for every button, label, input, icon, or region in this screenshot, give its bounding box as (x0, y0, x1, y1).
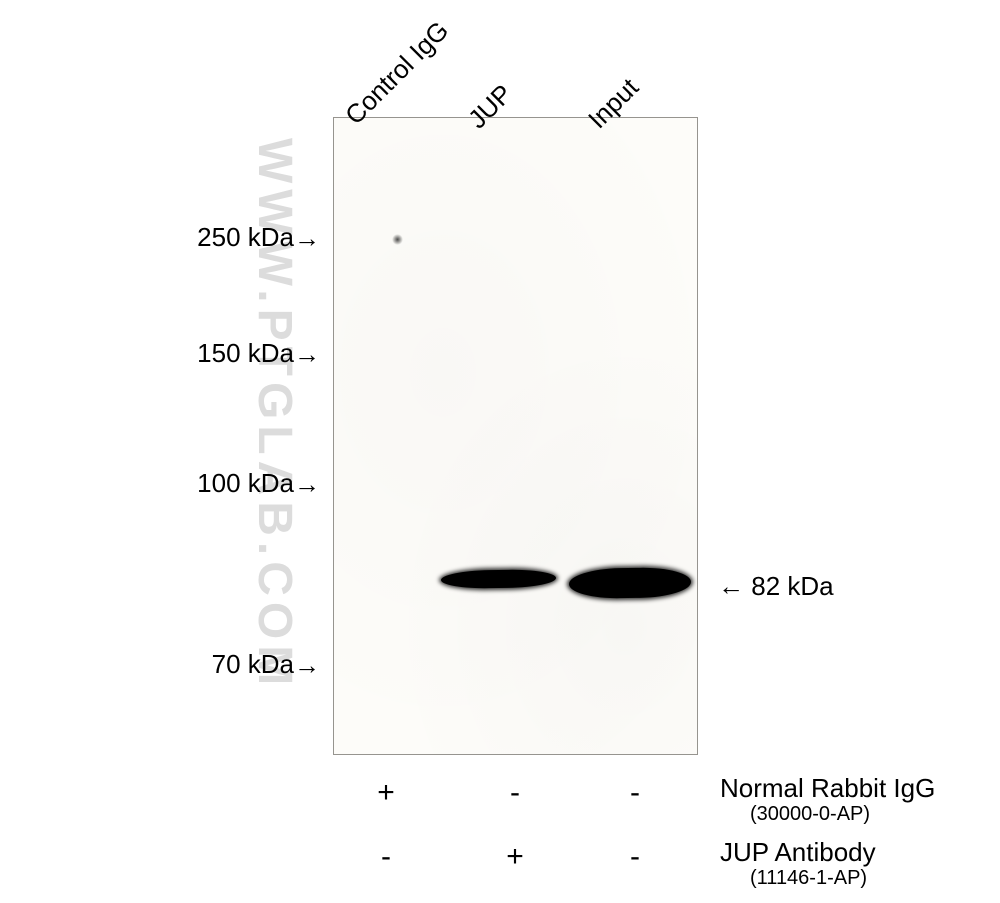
band-jup (441, 568, 556, 590)
arrow-right-icon: → (294, 650, 320, 681)
mw-marker-text: 70 kDa (212, 649, 294, 679)
band-annotation: ← 82 kDa (718, 571, 834, 602)
treatment-label-normal-rabbit-igg: Normal Rabbit IgG (30000-0-AP) (720, 774, 935, 825)
treatment-mark: - (500, 776, 530, 810)
mw-marker-250: 250 kDa→ (197, 222, 320, 253)
blot-shade (334, 118, 697, 754)
arrow-right-icon: → (294, 339, 320, 370)
treatment-label-jup-antibody: JUP Antibody (11146-1-AP) (720, 838, 876, 889)
arrow-left-icon: ← (718, 571, 744, 601)
blot-speck (392, 234, 403, 245)
mw-marker-text: 100 kDa (197, 468, 294, 498)
arrow-right-icon: → (294, 223, 320, 254)
treatment-sublabel: (30000-0-AP) (750, 803, 935, 825)
treatment-label-text: JUP Antibody (720, 837, 876, 867)
mw-marker-text: 250 kDa (197, 222, 294, 252)
treatment-label-text: Normal Rabbit IgG (720, 773, 935, 803)
lane-label-control-igg: Control IgG (339, 15, 455, 131)
band-input (569, 568, 691, 600)
watermark-text: WWW.PTGLAB.COM (247, 138, 302, 691)
treatment-mark: + (371, 776, 401, 810)
figure-stage: WWW.PTGLAB.COM Control IgG JUP Input 250… (0, 0, 1000, 903)
treatment-sublabel: (11146-1-AP) (750, 867, 876, 889)
arrow-right-icon: → (294, 469, 320, 500)
mw-marker-150: 150 kDa→ (197, 338, 320, 369)
mw-marker-100: 100 kDa→ (197, 468, 320, 499)
treatment-mark: - (620, 776, 650, 810)
treatment-mark: + (500, 840, 530, 874)
mw-marker-text: 150 kDa (197, 338, 294, 368)
blot-membrane (333, 117, 698, 755)
band-annotation-text: 82 kDa (751, 571, 833, 601)
treatment-mark: - (620, 840, 650, 874)
treatment-mark: - (371, 840, 401, 874)
mw-marker-70: 70 kDa→ (212, 649, 320, 680)
